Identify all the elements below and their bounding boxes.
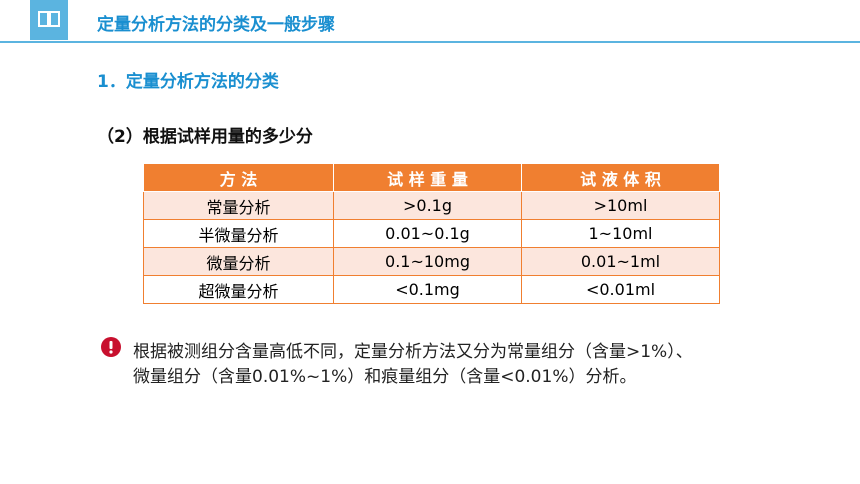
- subsection-title: （2）根据试样用量的多少分: [97, 127, 313, 147]
- table-row: 微量分析 0.1~10mg 0.01~1ml: [143, 247, 720, 276]
- table-row: 常量分析 >0.1g >10ml: [143, 191, 720, 220]
- table-cell: <0.1mg: [333, 275, 522, 304]
- warning-icon: [101, 337, 121, 357]
- table-cell: 0.01~0.1g: [333, 219, 522, 248]
- table-cell: 半微量分析: [143, 219, 334, 248]
- table: 方 法 试 样 重 量 试 液 体 积 常量分析 >0.1g >10ml 半微量分析 0…: [143, 163, 720, 304]
- header-rule: [0, 41, 860, 43]
- note-line: 根据被测组分含量高低不同，定量分析方法又分为常量组分（含量>1%）、: [133, 342, 693, 362]
- table-row: 超微量分析 <0.1mg <0.01ml: [143, 275, 720, 304]
- header-title: 定量分析方法的分类及一般步骤: [97, 15, 335, 35]
- table-cell: 常量分析: [143, 191, 334, 220]
- header-cell: 方 法: [143, 163, 334, 192]
- header-icon: [30, 0, 68, 40]
- header-cell: 试 液 体 积: [521, 163, 720, 192]
- table-cell: 微量分析: [143, 247, 334, 276]
- table-cell: >10ml: [521, 191, 720, 220]
- table-cell: 1~10ml: [521, 219, 720, 248]
- table-cell: 0.01~1ml: [521, 247, 720, 276]
- table-cell: 超微量分析: [143, 275, 334, 304]
- section-title: 1．定量分析方法的分类: [97, 72, 279, 92]
- header-cell: 试 样 重 量: [333, 163, 522, 192]
- note-line: 微量组分（含量0.01%~1%）和痕量组分（含量<0.01%）分析。: [133, 367, 637, 387]
- table-cell: 0.1~10mg: [333, 247, 522, 276]
- table-header: 方 法 试 样 重 量 试 液 体 积: [143, 163, 720, 192]
- table-cell: <0.01ml: [521, 275, 720, 304]
- book-icon: [38, 11, 60, 27]
- table-row: 半微量分析 0.01~0.1g 1~10ml: [143, 219, 720, 248]
- table-cell: >0.1g: [333, 191, 522, 220]
